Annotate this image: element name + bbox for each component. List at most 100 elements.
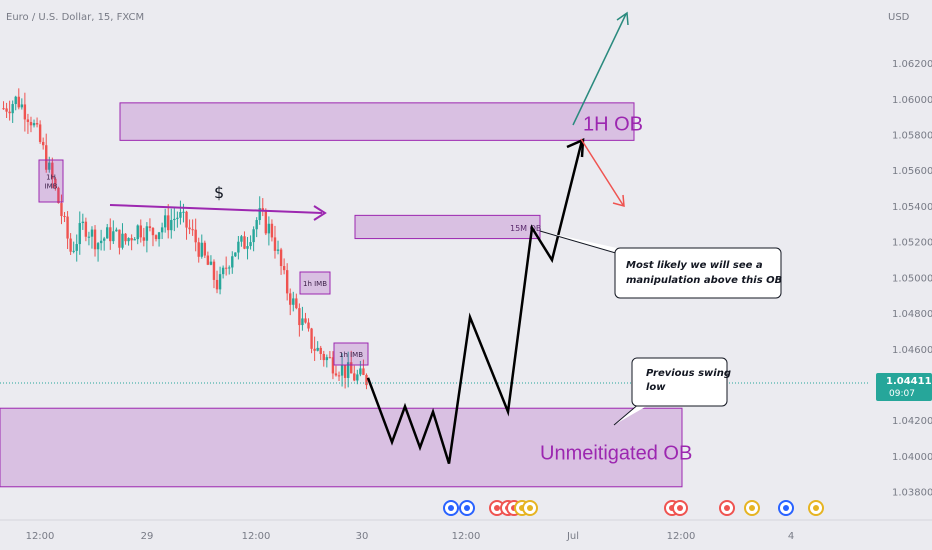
candle-body xyxy=(154,235,158,240)
candle-body xyxy=(72,250,75,252)
candle-body xyxy=(215,279,219,290)
candle-body xyxy=(118,229,121,248)
candle-body xyxy=(359,368,362,375)
candle-body xyxy=(285,270,289,294)
zone-label-15m-ob: 15M OB xyxy=(510,224,541,233)
candle-body xyxy=(261,208,264,211)
time-tick-label: 12:00 xyxy=(242,531,271,542)
candle-body xyxy=(228,267,231,269)
bearish-arrow xyxy=(580,138,624,206)
candle-body xyxy=(197,242,200,257)
zone-label-unmitigated-ob: Unmeitigated OB xyxy=(540,442,692,464)
event-flag-dot xyxy=(494,505,500,511)
candle-body xyxy=(276,249,280,251)
time-tick-label: 12:00 xyxy=(26,531,55,542)
event-flag-dot xyxy=(813,505,819,511)
zone-label-1h-ob: 1H OB xyxy=(583,114,643,136)
candle-body xyxy=(249,242,252,247)
imbalance-label: 1h IMB xyxy=(339,351,363,359)
price-tick-label: 1.05000 xyxy=(892,273,932,284)
candle-body xyxy=(350,362,353,374)
candle-body xyxy=(75,244,78,251)
candle-body xyxy=(331,357,335,374)
currency-label: USD xyxy=(888,12,910,23)
projection-path xyxy=(366,140,584,464)
callout-text-2: Previous swing low xyxy=(646,368,731,393)
imbalance-label: 1h IMB xyxy=(303,280,327,288)
candle-body xyxy=(295,298,298,309)
candle-body xyxy=(188,227,191,230)
candle-body xyxy=(45,145,48,170)
bullish-arrow xyxy=(572,13,627,126)
candle-body xyxy=(20,104,24,108)
candle-body xyxy=(343,365,347,378)
candle-body xyxy=(112,231,115,242)
candle-body xyxy=(54,178,57,188)
candle-body xyxy=(60,203,63,217)
candle-body xyxy=(206,255,210,265)
candle-body xyxy=(157,232,161,240)
candle-body xyxy=(51,162,54,179)
candle-body xyxy=(307,322,310,329)
order-block-zones: 1H OB 15M OB Unmeitigated OB xyxy=(0,102,692,488)
time-tick-label: 4 xyxy=(788,531,794,542)
candle-body xyxy=(328,357,332,359)
candle-body xyxy=(346,362,350,378)
liquidity-arrowhead xyxy=(313,205,327,221)
candle-body xyxy=(258,208,261,221)
candle-body xyxy=(322,353,325,361)
callout-text: Most likely we will see a manipulation ab… xyxy=(626,260,782,286)
candle-body xyxy=(90,229,94,237)
candle-body xyxy=(289,293,292,305)
bearish-arrowhead xyxy=(612,194,625,208)
candle-body xyxy=(176,217,179,219)
event-flag-dot xyxy=(724,505,730,511)
candle-body xyxy=(340,365,344,376)
candle-body xyxy=(8,111,11,114)
candle-body xyxy=(93,229,97,250)
candle-body xyxy=(81,221,85,224)
candle-body xyxy=(218,274,222,290)
candle-body xyxy=(301,318,304,326)
candle-body xyxy=(2,108,5,110)
imbalance-box xyxy=(299,271,331,295)
chart-title: Euro / U.S. Dollar, 15, FXCM xyxy=(6,12,144,23)
time-tick-label: Jul xyxy=(566,531,579,542)
price-tick-label: 1.06200 xyxy=(892,59,932,70)
candle-body xyxy=(5,108,8,112)
candle-body xyxy=(160,227,164,233)
price-tick-label: 1.05600 xyxy=(892,166,932,177)
candle-body xyxy=(267,223,271,234)
candle-body xyxy=(26,119,30,122)
projection-arrowhead xyxy=(566,138,585,158)
imbalance-box xyxy=(38,159,64,203)
candle-body xyxy=(87,236,91,238)
candle-body xyxy=(69,238,72,252)
time-tick-label: 12:00 xyxy=(452,531,481,542)
event-flag-dot xyxy=(527,505,533,511)
candle-body xyxy=(298,308,301,326)
candle-body xyxy=(221,267,225,275)
candle-body xyxy=(356,374,359,381)
callout-box-2 xyxy=(631,357,728,407)
candle-body xyxy=(273,237,277,251)
candle-body xyxy=(337,375,341,377)
candle-body xyxy=(182,211,185,213)
candle-body xyxy=(127,238,130,242)
price-tick-label: 1.04800 xyxy=(892,309,932,320)
candle-body xyxy=(179,212,182,218)
time-tick-label: 29 xyxy=(141,531,154,542)
candle-body xyxy=(252,229,255,243)
candle-body xyxy=(14,96,17,105)
candle-body xyxy=(35,123,39,125)
candle-body xyxy=(231,256,234,268)
event-flag-dot xyxy=(677,505,683,511)
candle-body xyxy=(185,211,188,228)
candle-body xyxy=(151,227,155,236)
price-tick-label: 1.03800 xyxy=(892,488,932,499)
price-tick-label: 1.04000 xyxy=(892,452,932,463)
price-badge xyxy=(876,373,932,402)
candle-body xyxy=(142,237,146,241)
callout-box xyxy=(614,247,782,299)
